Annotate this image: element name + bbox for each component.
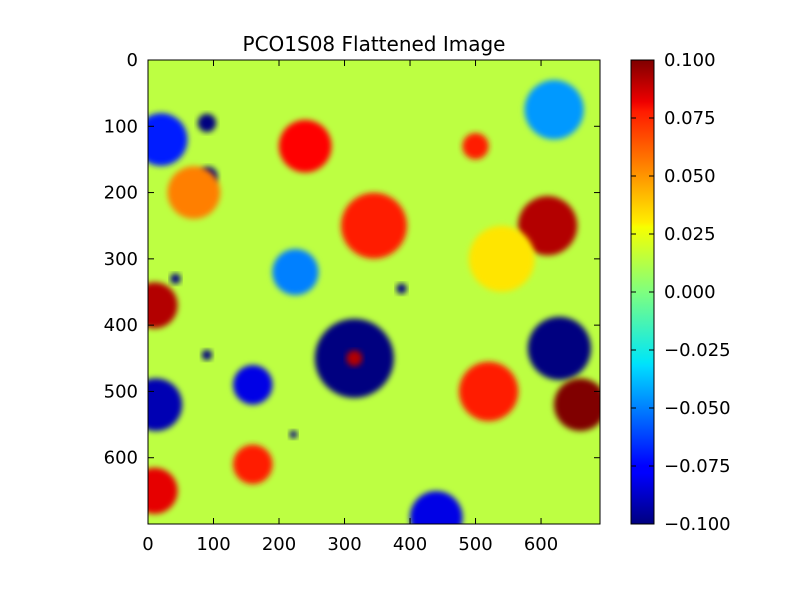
heatmap-feature xyxy=(341,192,407,259)
colorbar-tick-label: −0.050 xyxy=(664,398,731,419)
y-tick-label: 100 xyxy=(104,116,138,137)
heatmap-feature xyxy=(517,196,578,256)
colorbar-tick-label: 0.025 xyxy=(664,224,716,245)
colorbar-tick-label: 0.050 xyxy=(664,166,716,187)
heatmap-feature xyxy=(553,378,600,432)
x-tick-label: 100 xyxy=(196,534,230,555)
heatmap-background xyxy=(148,60,600,524)
heatmap-feature xyxy=(167,166,221,219)
heatmap-feature xyxy=(409,491,463,524)
heatmap-feature xyxy=(233,365,273,405)
heatmap-feature xyxy=(148,378,183,432)
y-tick-label: 500 xyxy=(104,381,138,402)
heatmap-feature xyxy=(468,225,535,292)
y-tick-label: 300 xyxy=(104,249,138,270)
x-tick-label: 300 xyxy=(327,534,361,555)
heatmap-image xyxy=(148,60,600,524)
colorbar-tick-label: 0.000 xyxy=(664,282,716,303)
y-tick-label: 200 xyxy=(104,183,138,204)
x-tick-label: 0 xyxy=(142,534,153,555)
heatmap-feature xyxy=(148,282,178,329)
colorbar-tick-label: −0.025 xyxy=(664,340,731,361)
heatmap-feature xyxy=(148,113,188,166)
heatmap-feature xyxy=(272,249,319,296)
heatmap-feature xyxy=(458,361,519,422)
y-axis: 0 100 200 300 400 500 600 xyxy=(104,50,600,469)
colorbar-tick-label: −0.075 xyxy=(664,456,731,477)
colorbar-tick-label: −0.100 xyxy=(664,514,731,535)
heatmap-feature xyxy=(289,430,298,439)
y-tick-label: 400 xyxy=(104,315,138,336)
heatmap-feature xyxy=(233,444,273,485)
heatmap-feature xyxy=(201,349,213,361)
heatmap-feature xyxy=(170,273,181,285)
heatmap-feature xyxy=(148,467,178,514)
x-tick-label: 600 xyxy=(524,534,558,555)
heatmap-feature xyxy=(527,316,592,380)
y-tick-label: 600 xyxy=(104,448,138,469)
x-axis: 0 100 200 300 400 500 600 xyxy=(142,60,558,555)
heatmap-feature xyxy=(524,80,584,140)
colorbar-tick-label: 0.100 xyxy=(664,50,716,71)
heatmap-feature xyxy=(346,350,363,367)
chart-title: PCO1S08 Flattened Image xyxy=(243,32,506,56)
x-tick-label: 400 xyxy=(393,534,427,555)
heatmap-feature xyxy=(278,119,332,173)
plot-frame xyxy=(147,59,601,525)
y-tick-label: 0 xyxy=(127,50,138,71)
heatmap-feature xyxy=(197,113,217,133)
colorbar-tick-label: 0.075 xyxy=(664,108,716,129)
x-tick-label: 200 xyxy=(262,534,296,555)
heatmap-feature xyxy=(396,283,407,294)
colorbar-ticks: 0.100 0.075 0.050 0.025 0.000 −0.025 −0.050 −0.… xyxy=(631,50,731,535)
heatmap-feature xyxy=(462,132,489,160)
x-tick-label: 500 xyxy=(458,534,492,555)
heatmap-features xyxy=(148,80,600,524)
